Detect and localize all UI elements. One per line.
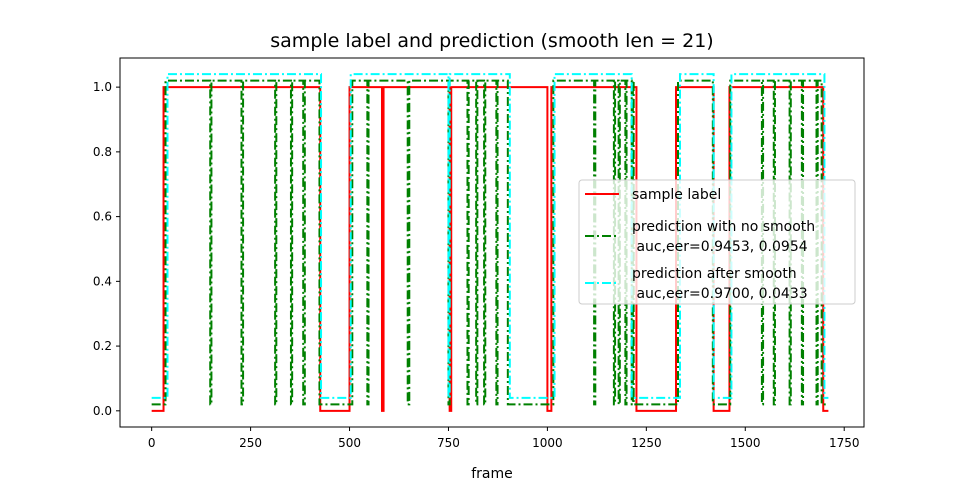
legend-label-0: sample label <box>632 187 721 203</box>
x-tick-label-6: 1500 <box>730 436 761 450</box>
x-tick-label-5: 1250 <box>631 436 662 450</box>
y-tick-label-4: 0.8 <box>93 145 112 159</box>
series-line-0 <box>151 86 829 412</box>
chart-title: sample label and prediction (smooth len … <box>270 30 713 52</box>
legend-box <box>578 179 856 305</box>
y-tick-label-2: 0.4 <box>93 274 112 288</box>
x-tick-label-2: 500 <box>338 436 361 450</box>
y-axis: 0.0 0.2 0.4 0.6 0.8 1.0 <box>93 80 120 418</box>
y-tick-label-0: 0.0 <box>93 404 112 418</box>
series-line-1 <box>151 79 829 406</box>
y-tick-label-5: 1.0 <box>93 80 112 94</box>
x-tick-label-4: 1000 <box>532 436 563 450</box>
x-tick-label-3: 750 <box>437 436 460 450</box>
legend: sample label prediction with no smooth au… <box>578 179 856 305</box>
series-layer <box>151 73 829 412</box>
y-tick-label-3: 0.6 <box>93 210 112 224</box>
plot-frame <box>119 57 865 428</box>
legend-sublabel-1: auc,eer=0.9453, 0.0954 <box>632 239 808 255</box>
legend-sublabel-2: auc,eer=0.9700, 0.0433 <box>632 286 808 302</box>
x-axis: 0 250 500 750 1000 1250 1500 1750 <box>148 427 860 450</box>
x-tick-label-1: 250 <box>239 436 262 450</box>
series-line-2 <box>151 73 829 399</box>
x-tick-label-7: 1750 <box>829 436 860 450</box>
x-tick-label-0: 0 <box>148 436 156 450</box>
x-axis-title: frame <box>471 466 513 480</box>
legend-label-2: prediction after smooth <box>632 266 797 282</box>
y-tick-label-1: 0.2 <box>93 339 112 353</box>
legend-label-1: prediction with no smooth <box>632 219 815 235</box>
